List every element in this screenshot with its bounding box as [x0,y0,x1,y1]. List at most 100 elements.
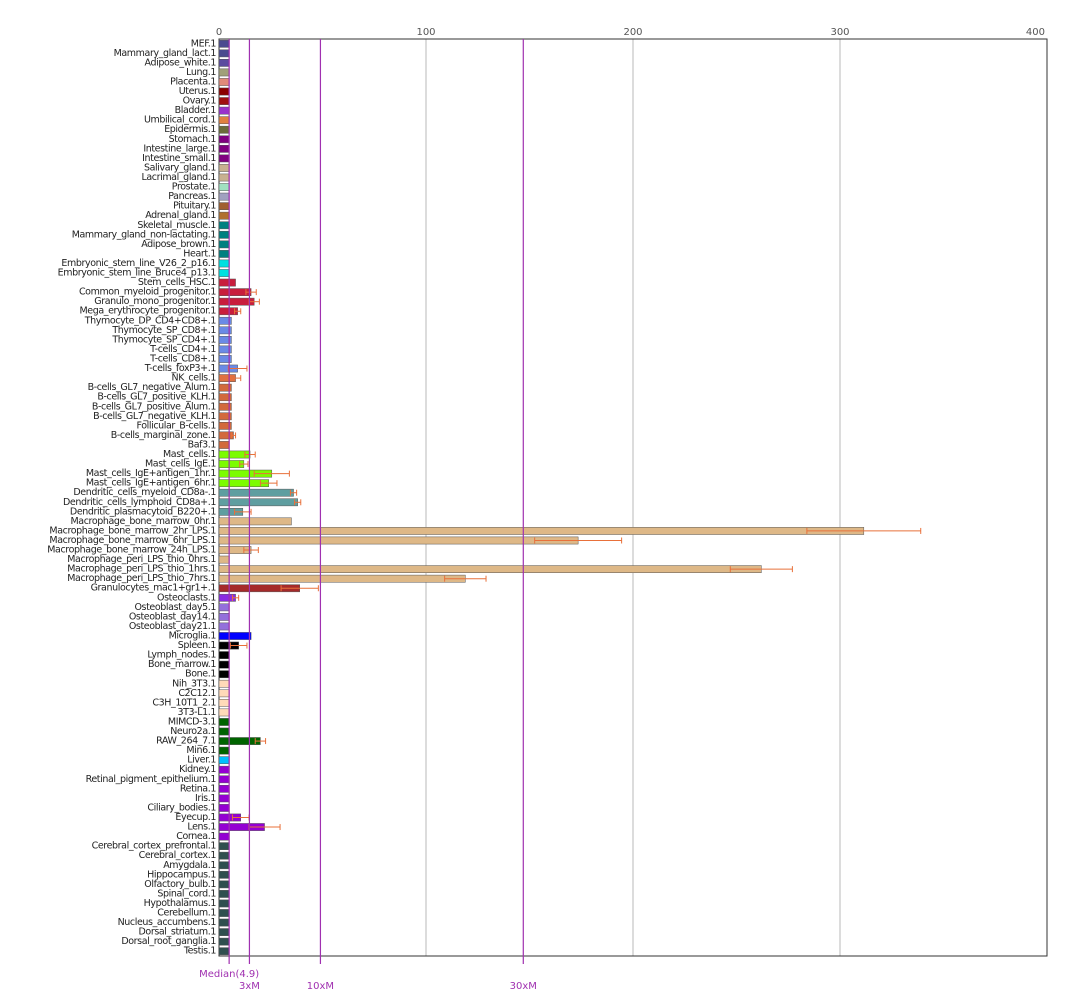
bar [218,909,230,917]
bar [218,59,230,67]
bar [218,765,230,774]
y-tick-label: Microglia.1 [169,631,217,642]
bar [218,144,230,153]
y-tick-label: Lacrimal_gland.1 [141,172,216,183]
bar [218,78,230,86]
bar [218,498,298,507]
y-tick-label: Bladder.1 [175,105,217,116]
bar [218,412,232,421]
y-tick-label: Thymocyte_SP_CD4+.1 [111,334,216,345]
bar [218,679,230,688]
bar [218,154,230,163]
bar [218,937,230,946]
bar [218,746,230,755]
y-tick-label: Osteoblast_day21.1 [129,621,217,632]
y-tick-label: Nucleus_accumbens.1 [118,917,217,928]
bar [218,230,230,239]
y-tick-label: Retinal_pigment_epithelium.1 [86,774,217,785]
bar [218,842,230,851]
y-tick-label: T-cells_foxP3+.1 [144,363,217,374]
bar [218,708,230,717]
bar [218,259,230,268]
bar [218,890,230,898]
y-tick-label: C3H_10T1_2.1 [152,697,216,708]
bar [218,316,232,325]
bar [218,211,230,220]
bar [218,613,230,621]
bar [218,870,230,879]
bar [218,861,230,870]
y-tick-label: Mast_cells_IgE+antigen_1hr.1 [86,468,216,479]
bar [218,97,230,105]
y-tick-label: Olfactory_bulb.1 [144,879,216,890]
y-tick-label: Embryonic_stem_line_Bruce4_p13.1 [58,268,217,279]
bar [218,202,230,211]
y-tick-label: Pituitary.1 [173,201,216,212]
bar [218,164,230,172]
bar [218,269,230,277]
y-tick-label: NK_cells.1 [172,373,217,384]
y-tick-label: Prostate.1 [172,182,217,193]
reference-label: Median(4.9) [199,969,259,980]
bar [218,660,230,669]
y-tick-label: B-cells_GL7_positive_KLH.1 [97,392,216,403]
bar [218,632,252,640]
y-tick-label: RAW_264_7.1 [156,736,216,747]
y-tick-label: Eyecup.1 [175,812,216,823]
bar [218,441,230,449]
bar [218,393,232,402]
bar [218,928,230,936]
bar [218,899,230,908]
y-tick-label: Macrophage_bone_marrow_24h_LPS.1 [47,545,216,556]
y-tick-label: Dorsal_root_ganglia.1 [121,936,216,947]
y-tick-label: Umbilical_cord.1 [144,115,216,126]
y-tick-label: Mast_cells_IgE.1 [145,459,216,470]
y-tick-label: Common_myeloid_progenitor.1 [79,287,216,298]
y-tick-label: Embryonic_stem_line_V26_2_p16.1 [61,258,216,269]
bar [218,794,230,803]
y-tick-label: Lymph_nodes.1 [147,650,216,661]
y-tick-label: Stem_cells_HSC.1 [138,277,216,288]
y-tick-label: Placenta.1 [170,76,216,87]
bar [218,727,230,736]
bar [218,517,292,526]
bar [218,804,230,812]
bar [218,422,232,430]
y-tick-label: Mammary_gland_lact.1 [114,48,217,59]
bar [218,355,232,363]
bar [218,689,230,698]
bar [218,756,230,765]
y-tick-label: Hippocampus.1 [147,869,216,880]
bar [218,775,230,784]
x-tick-label: 100 [416,27,435,38]
bar [218,278,236,287]
y-tick-label: Thymocyte_DP_CD4+CD8+.1 [84,315,217,326]
y-tick-label: Cerebral_cortex.1 [139,850,217,861]
bar [218,336,232,344]
bar [218,116,230,125]
y-tick-label: Dorsal_striatum.1 [139,927,217,938]
y-tick-label: Mast_cells.1 [163,449,216,460]
x-tick-label: 400 [1026,27,1045,38]
y-tick-label: 3T3-L1.1 [177,707,216,718]
y-tick-label: Dendritic_cells_myeloid_CD8a-.1 [73,487,216,498]
y-tick-label: Osteoclasts.1 [157,592,216,603]
y-tick-label: Macrophage_peri_LPS_thio_7hrs.1 [67,573,216,584]
x-tick-label: 200 [623,27,642,38]
bar [218,39,230,48]
y-tick-label: Liver.1 [187,755,216,766]
y-tick-label: Iris.1 [195,793,216,804]
y-tick-label: Dendritic_cells_lymphoid_CD8a+.1 [63,497,216,508]
y-tick-label: Cerebral_cortex_prefrontal.1 [92,841,217,852]
y-tick-label: Macrophage_bone_marrow_2hr_LPS.1 [49,525,216,536]
y-tick-label: Uterus.1 [179,86,217,97]
y-tick-label: Heart.1 [183,248,216,259]
y-tick-label: Intestine_large.1 [143,143,216,154]
y-tick-label: Nih_3T3.1 [172,678,216,689]
bar [218,326,232,335]
y-tick-label: B-cells_GL7_positive_Alum.1 [92,401,216,412]
y-tick-label: Mast_cells_IgE+antigen_6hr.1 [86,478,216,489]
reference-label: 30xM [510,981,537,992]
y-tick-label: Macrophage_peri_LPS_thio_0hrs.1 [67,554,216,565]
y-tick-label: Macrophage_peri_LPS_thio_1hrs.1 [67,564,216,575]
